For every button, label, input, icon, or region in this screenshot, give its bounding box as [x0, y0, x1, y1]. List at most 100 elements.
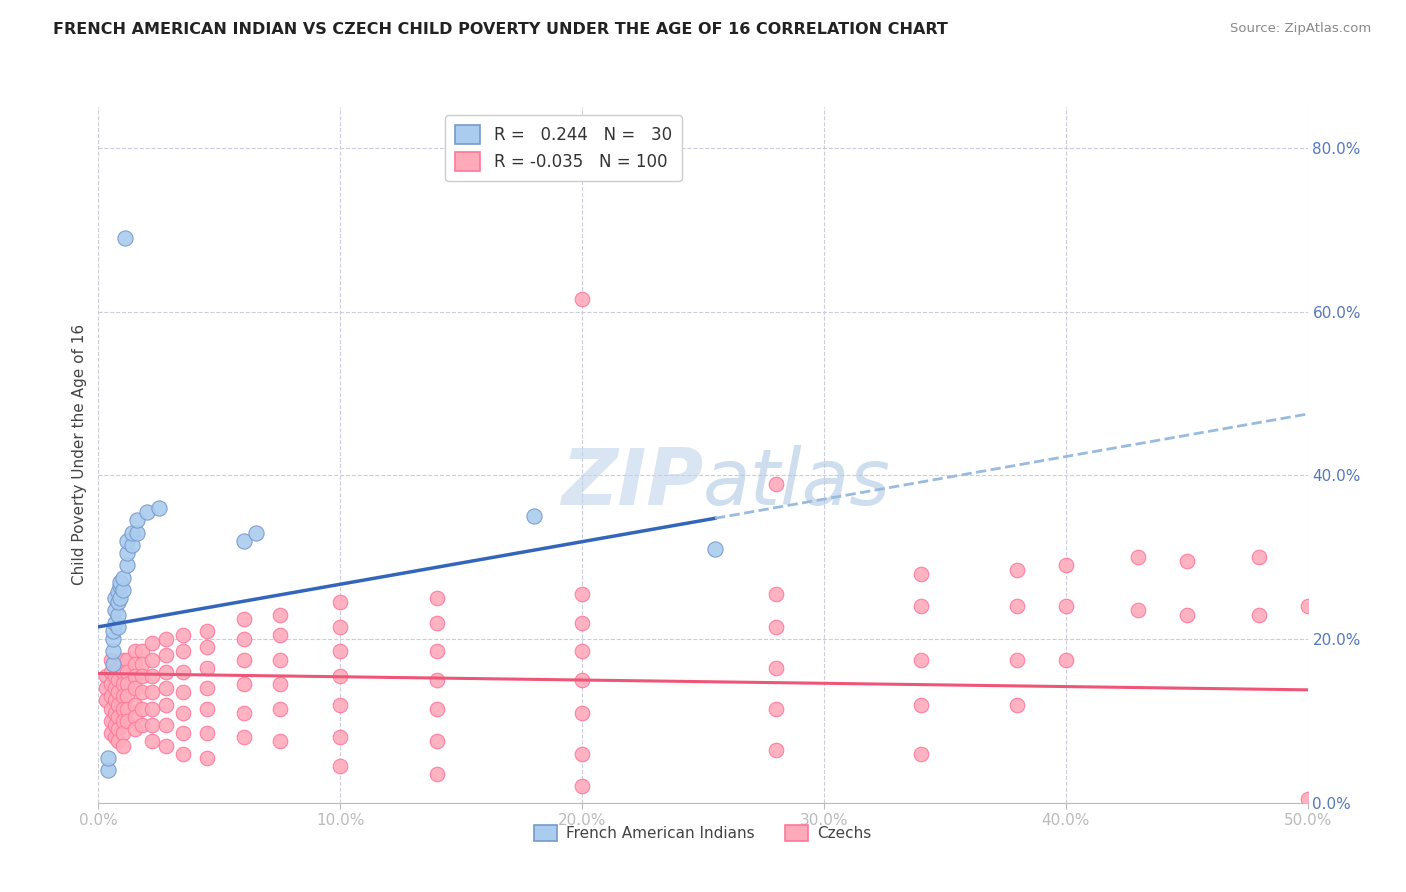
- Point: [117, 558, 139, 573]
- Point: [910, 747, 932, 761]
- Point: [571, 293, 593, 307]
- Point: [523, 509, 546, 524]
- Point: [571, 780, 593, 794]
- Point: [100, 677, 122, 691]
- Point: [910, 566, 932, 581]
- Point: [195, 701, 218, 715]
- Point: [111, 582, 134, 597]
- Point: [111, 739, 134, 753]
- Point: [1175, 554, 1198, 568]
- Point: [107, 661, 129, 675]
- Point: [141, 636, 163, 650]
- Point: [571, 644, 593, 658]
- Point: [1007, 562, 1029, 576]
- Point: [107, 734, 129, 748]
- Point: [426, 644, 449, 658]
- Point: [121, 538, 143, 552]
- Point: [426, 734, 449, 748]
- Point: [1054, 652, 1077, 666]
- Point: [141, 734, 163, 748]
- Point: [111, 690, 134, 704]
- Legend: French American Indians, Czechs: French American Indians, Czechs: [529, 819, 877, 847]
- Point: [426, 673, 449, 687]
- Point: [107, 710, 129, 724]
- Point: [571, 673, 593, 687]
- Point: [571, 747, 593, 761]
- Point: [97, 763, 120, 777]
- Point: [269, 628, 291, 642]
- Point: [117, 652, 139, 666]
- Point: [141, 718, 163, 732]
- Point: [426, 615, 449, 630]
- Point: [1175, 607, 1198, 622]
- Point: [131, 657, 153, 671]
- Point: [195, 624, 218, 638]
- Point: [1007, 652, 1029, 666]
- Point: [426, 767, 449, 781]
- Point: [1007, 599, 1029, 614]
- Point: [172, 726, 194, 740]
- Point: [107, 595, 129, 609]
- Text: atlas: atlas: [703, 445, 891, 521]
- Point: [765, 742, 787, 756]
- Point: [131, 701, 153, 715]
- Point: [131, 685, 153, 699]
- Point: [172, 747, 194, 761]
- Point: [100, 652, 122, 666]
- Point: [155, 718, 177, 732]
- Point: [117, 533, 139, 548]
- Point: [155, 681, 177, 696]
- Point: [111, 701, 134, 715]
- Point: [910, 652, 932, 666]
- Point: [269, 677, 291, 691]
- Point: [117, 701, 139, 715]
- Point: [100, 726, 122, 740]
- Point: [124, 698, 146, 712]
- Text: ZIP: ZIP: [561, 445, 703, 521]
- Point: [329, 759, 352, 773]
- Point: [104, 657, 127, 671]
- Point: [117, 665, 139, 679]
- Point: [155, 648, 177, 663]
- Point: [104, 718, 127, 732]
- Point: [108, 574, 131, 589]
- Point: [107, 584, 129, 599]
- Point: [111, 726, 134, 740]
- Point: [148, 501, 170, 516]
- Point: [232, 652, 254, 666]
- Point: [104, 615, 127, 630]
- Point: [101, 644, 124, 658]
- Point: [117, 690, 139, 704]
- Point: [571, 615, 593, 630]
- Point: [1249, 607, 1271, 622]
- Point: [107, 607, 129, 622]
- Point: [124, 644, 146, 658]
- Point: [765, 661, 787, 675]
- Point: [155, 632, 177, 646]
- Point: [104, 669, 127, 683]
- Point: [329, 698, 352, 712]
- Point: [94, 681, 117, 696]
- Point: [127, 525, 149, 540]
- Point: [97, 751, 120, 765]
- Point: [232, 612, 254, 626]
- Point: [1296, 791, 1319, 805]
- Point: [329, 644, 352, 658]
- Point: [94, 693, 117, 707]
- Point: [100, 665, 122, 679]
- Point: [195, 751, 218, 765]
- Point: [155, 665, 177, 679]
- Point: [155, 739, 177, 753]
- Point: [232, 533, 254, 548]
- Point: [104, 706, 127, 720]
- Point: [195, 640, 218, 655]
- Point: [124, 657, 146, 671]
- Point: [172, 628, 194, 642]
- Point: [329, 669, 352, 683]
- Point: [269, 734, 291, 748]
- Point: [329, 731, 352, 745]
- Point: [704, 542, 727, 557]
- Point: [101, 657, 124, 671]
- Point: [107, 673, 129, 687]
- Point: [127, 513, 149, 527]
